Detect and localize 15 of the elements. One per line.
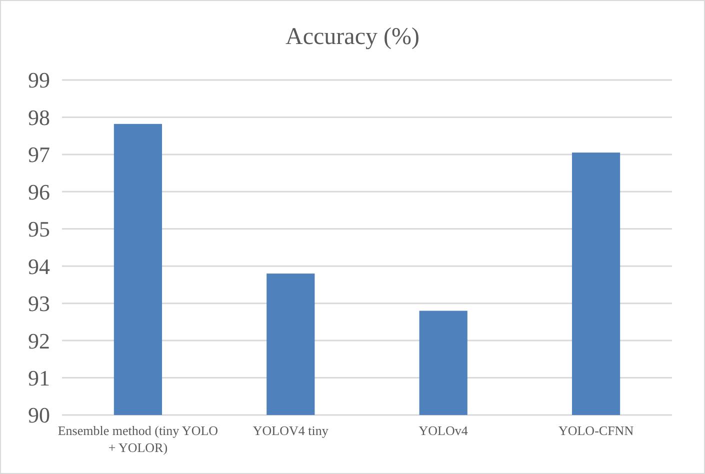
x-tick-label: YOLOV4 tiny — [252, 423, 329, 438]
x-tick-label: Ensemble method (tiny YOLO + YOLOR) — [58, 423, 218, 455]
chart-title: Accuracy (%) — [286, 24, 420, 50]
y-tick-label: 98 — [28, 104, 50, 130]
y-tick-label: 90 — [28, 402, 50, 428]
x-tick-label: YOLO-CFNN — [558, 423, 634, 438]
y-tick-label: 93 — [28, 291, 50, 316]
y-tick-label: 95 — [28, 216, 50, 242]
y-tick-label: 94 — [28, 254, 50, 279]
y-tick-label: 92 — [28, 328, 50, 354]
y-tick-label: 96 — [28, 179, 50, 204]
x-tick-label: YOLOv4 — [418, 423, 468, 438]
y-tick-label: 91 — [28, 365, 50, 390]
y-tick-label: 99 — [28, 68, 50, 93]
y-tick-label: 97 — [28, 142, 50, 168]
